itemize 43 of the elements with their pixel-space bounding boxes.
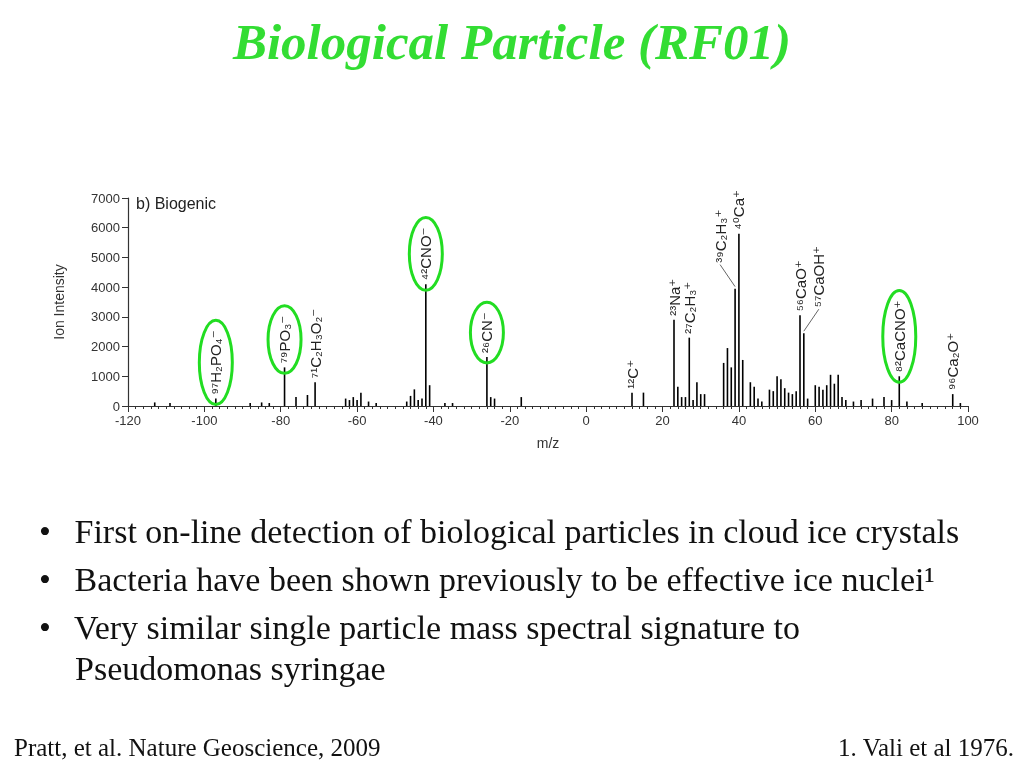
x-tick-label: 40 bbox=[731, 413, 747, 428]
text: 1. Vali et al 1976. bbox=[838, 734, 1014, 762]
y-tick-label: 1000 bbox=[91, 368, 120, 384]
x-tick-label: -100 bbox=[191, 413, 218, 428]
annotation: b) Biogenic bbox=[136, 195, 217, 213]
annotation: ¹²C⁺ bbox=[623, 359, 641, 389]
annotation: ⁵⁶CaO⁺ bbox=[791, 260, 809, 312]
text: • Very similar single particle mass spectral signature to Pseudomonas syringae bbox=[39, 608, 800, 687]
text: Pratt, et al. Nature Geoscience, 2009 bbox=[14, 734, 381, 762]
x-tick-label: 60 bbox=[808, 413, 823, 428]
x-tick-label: 80 bbox=[884, 413, 899, 428]
y-tick-label: 2000 bbox=[91, 339, 120, 355]
x-tick-label: 100 bbox=[957, 413, 979, 428]
annotation: ⁹⁶Ca₂O⁺ bbox=[944, 332, 962, 391]
x-tick-label: -40 bbox=[424, 413, 443, 428]
annotation: ³⁹C₂H₃⁺ bbox=[711, 209, 729, 263]
annotation: ²⁷C₂H₃⁺ bbox=[680, 281, 698, 334]
x-tick-label: -60 bbox=[347, 413, 367, 428]
x-tick-label: -120 bbox=[114, 413, 142, 428]
annotation: ²⁶CN⁻ bbox=[478, 312, 496, 353]
x-tick-label: 20 bbox=[655, 413, 670, 428]
x-axis-title: m/z bbox=[536, 435, 560, 451]
annotation: ⁴²CNO⁻ bbox=[417, 227, 435, 281]
text: • Bacteria have been shown previously to be effective ice nuclei¹ bbox=[39, 560, 935, 600]
annotation: ⁸²CaCNO⁺ bbox=[890, 300, 908, 373]
y-axis-title: Ion Intensity bbox=[51, 264, 67, 340]
x-tick-label: 0 bbox=[582, 413, 590, 428]
y-tick-label: 6000 bbox=[91, 220, 120, 236]
annotation: ⁹⁷H₂PO₄⁻ bbox=[207, 330, 225, 395]
annotation: ⁷⁹PO₃⁻ bbox=[276, 315, 294, 364]
x-tick-label: -80 bbox=[271, 413, 291, 428]
y-tick-label: 3000 bbox=[91, 309, 120, 325]
y-tick-label: 0 bbox=[112, 398, 120, 414]
y-tick-label: 7000 bbox=[91, 190, 120, 206]
y-tick-label: 5000 bbox=[91, 249, 120, 265]
chart-title: Biological Particle (RF01) bbox=[231, 13, 793, 72]
annotation: ²³Na⁺ bbox=[665, 278, 683, 316]
annotation: ⁴⁰Ca⁺ bbox=[730, 190, 748, 230]
x-tick-label: -20 bbox=[500, 413, 520, 428]
annotation: ⁷¹C₂H₃O₂⁻ bbox=[306, 308, 324, 379]
text: • First on-line detection of biological particles in cloud ice crystals bbox=[39, 512, 960, 552]
y-tick-label: 4000 bbox=[91, 279, 120, 295]
annotation: ⁵⁷CaOH⁺ bbox=[810, 245, 828, 308]
